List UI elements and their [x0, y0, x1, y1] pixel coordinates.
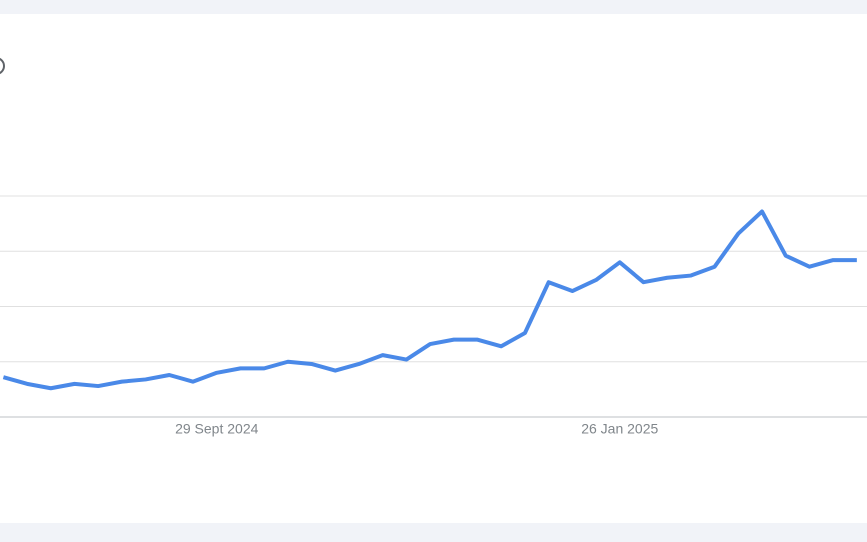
x-tick-label: 26 Jan 2025: [581, 421, 658, 437]
card: [0, 14, 867, 523]
trend-line: [2, 209, 857, 391]
x-tick-label: 29 Sept 2024: [175, 421, 259, 437]
help-icon[interactable]: [0, 57, 5, 75]
